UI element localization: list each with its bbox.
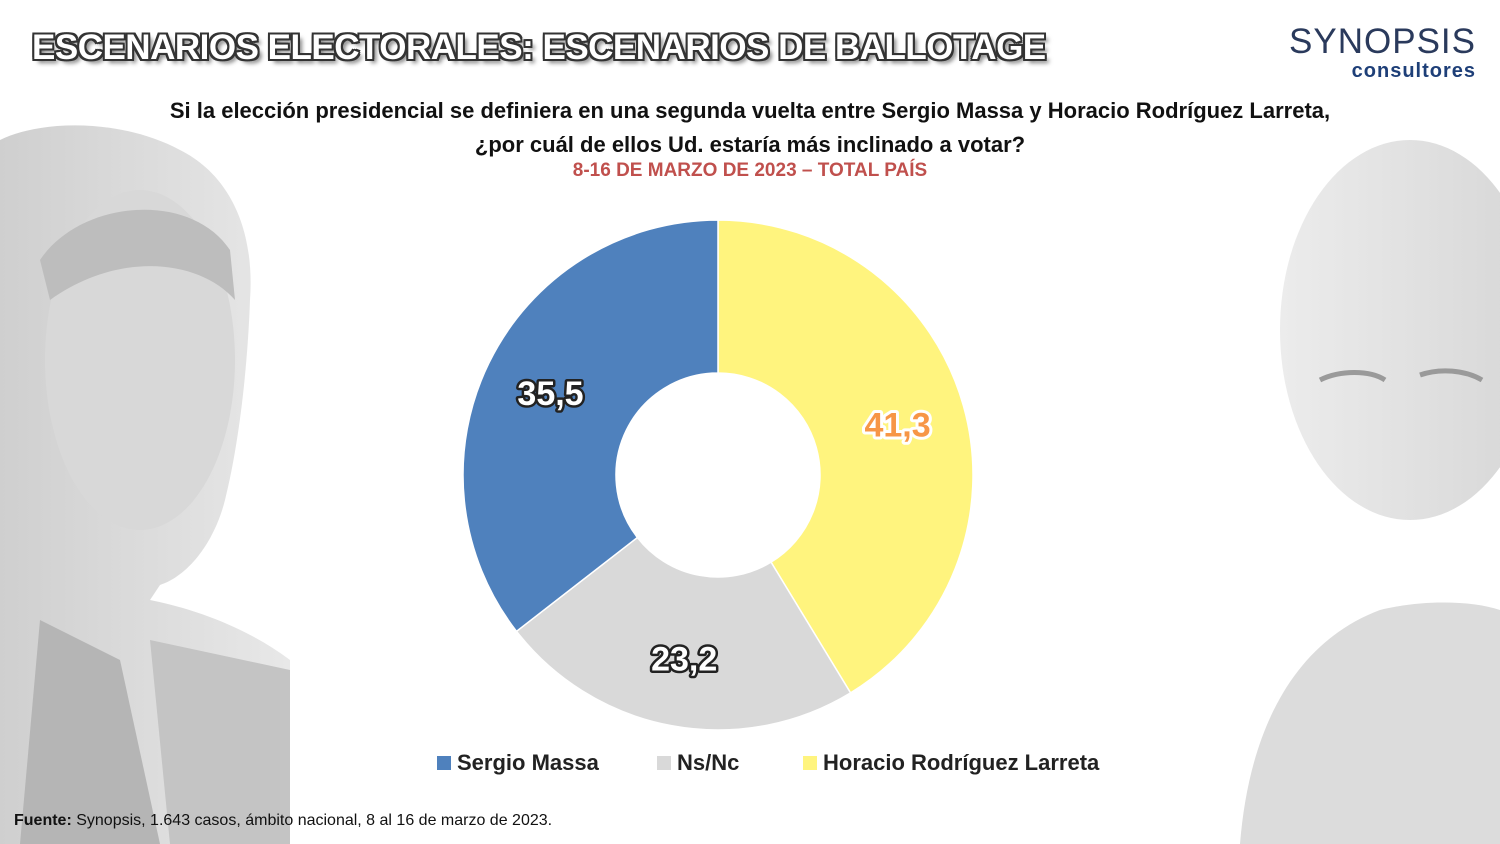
legend-label: Ns/Nc: [677, 750, 740, 775]
data-label-ns-nc: 23,2: [651, 640, 717, 678]
synopsis-logo: SYNOPSIS consultores: [1289, 22, 1476, 83]
slide-title: ESCENARIOS ELECTORALES: ESCENARIOS DE BA…: [32, 28, 1046, 67]
legend-swatch: [437, 756, 451, 770]
question-line-2: ¿por cuál de ellos Ud. estaría más incli…: [474, 132, 1026, 157]
legend-label: Sergio Massa: [457, 750, 599, 775]
logo-tagline: consultores: [1351, 60, 1476, 82]
source-label: Fuente:: [14, 812, 72, 829]
candidate-photo-right: [1240, 140, 1500, 844]
chart-legend: Sergio Massa Ns/Nc Horacio Rodríguez Larre…: [0, 750, 1500, 780]
legend-item-horacio-rodriguez-larreta: Horacio Rodríguez Larreta: [803, 750, 1099, 776]
source-text: Synopsis, 1.643 casos, ámbito nacional, …: [76, 812, 553, 829]
logo-wordmark: SYNOPSIS: [1289, 22, 1476, 61]
question-line-1: Si la elección presidencial se definiera…: [169, 98, 1331, 123]
source-note: Fuente: Synopsis, 1.643 casos, ámbito na…: [14, 812, 552, 830]
slice-ns-nc: [515, 536, 852, 731]
legend-label: Horacio Rodríguez Larreta: [823, 750, 1100, 775]
chart-subtitle: 8-16 DE MARZO DE 2023 – TOTAL PAÍS: [572, 160, 928, 181]
legend-item-ns-nc: Ns/Nc: [657, 750, 739, 776]
legend-item-sergio-massa: Sergio Massa: [437, 750, 599, 776]
legend-swatch: [657, 756, 671, 770]
legend-swatch: [803, 756, 817, 770]
slice-horacio-rodriguez-larreta: [717, 219, 974, 694]
data-label-sergio-massa: 35,5: [517, 375, 583, 413]
slice-sergio-massa: [462, 219, 719, 633]
candidate-photo-left: [0, 125, 290, 844]
data-label-horacio-rodriguez-larreta: 41,3: [864, 407, 930, 445]
